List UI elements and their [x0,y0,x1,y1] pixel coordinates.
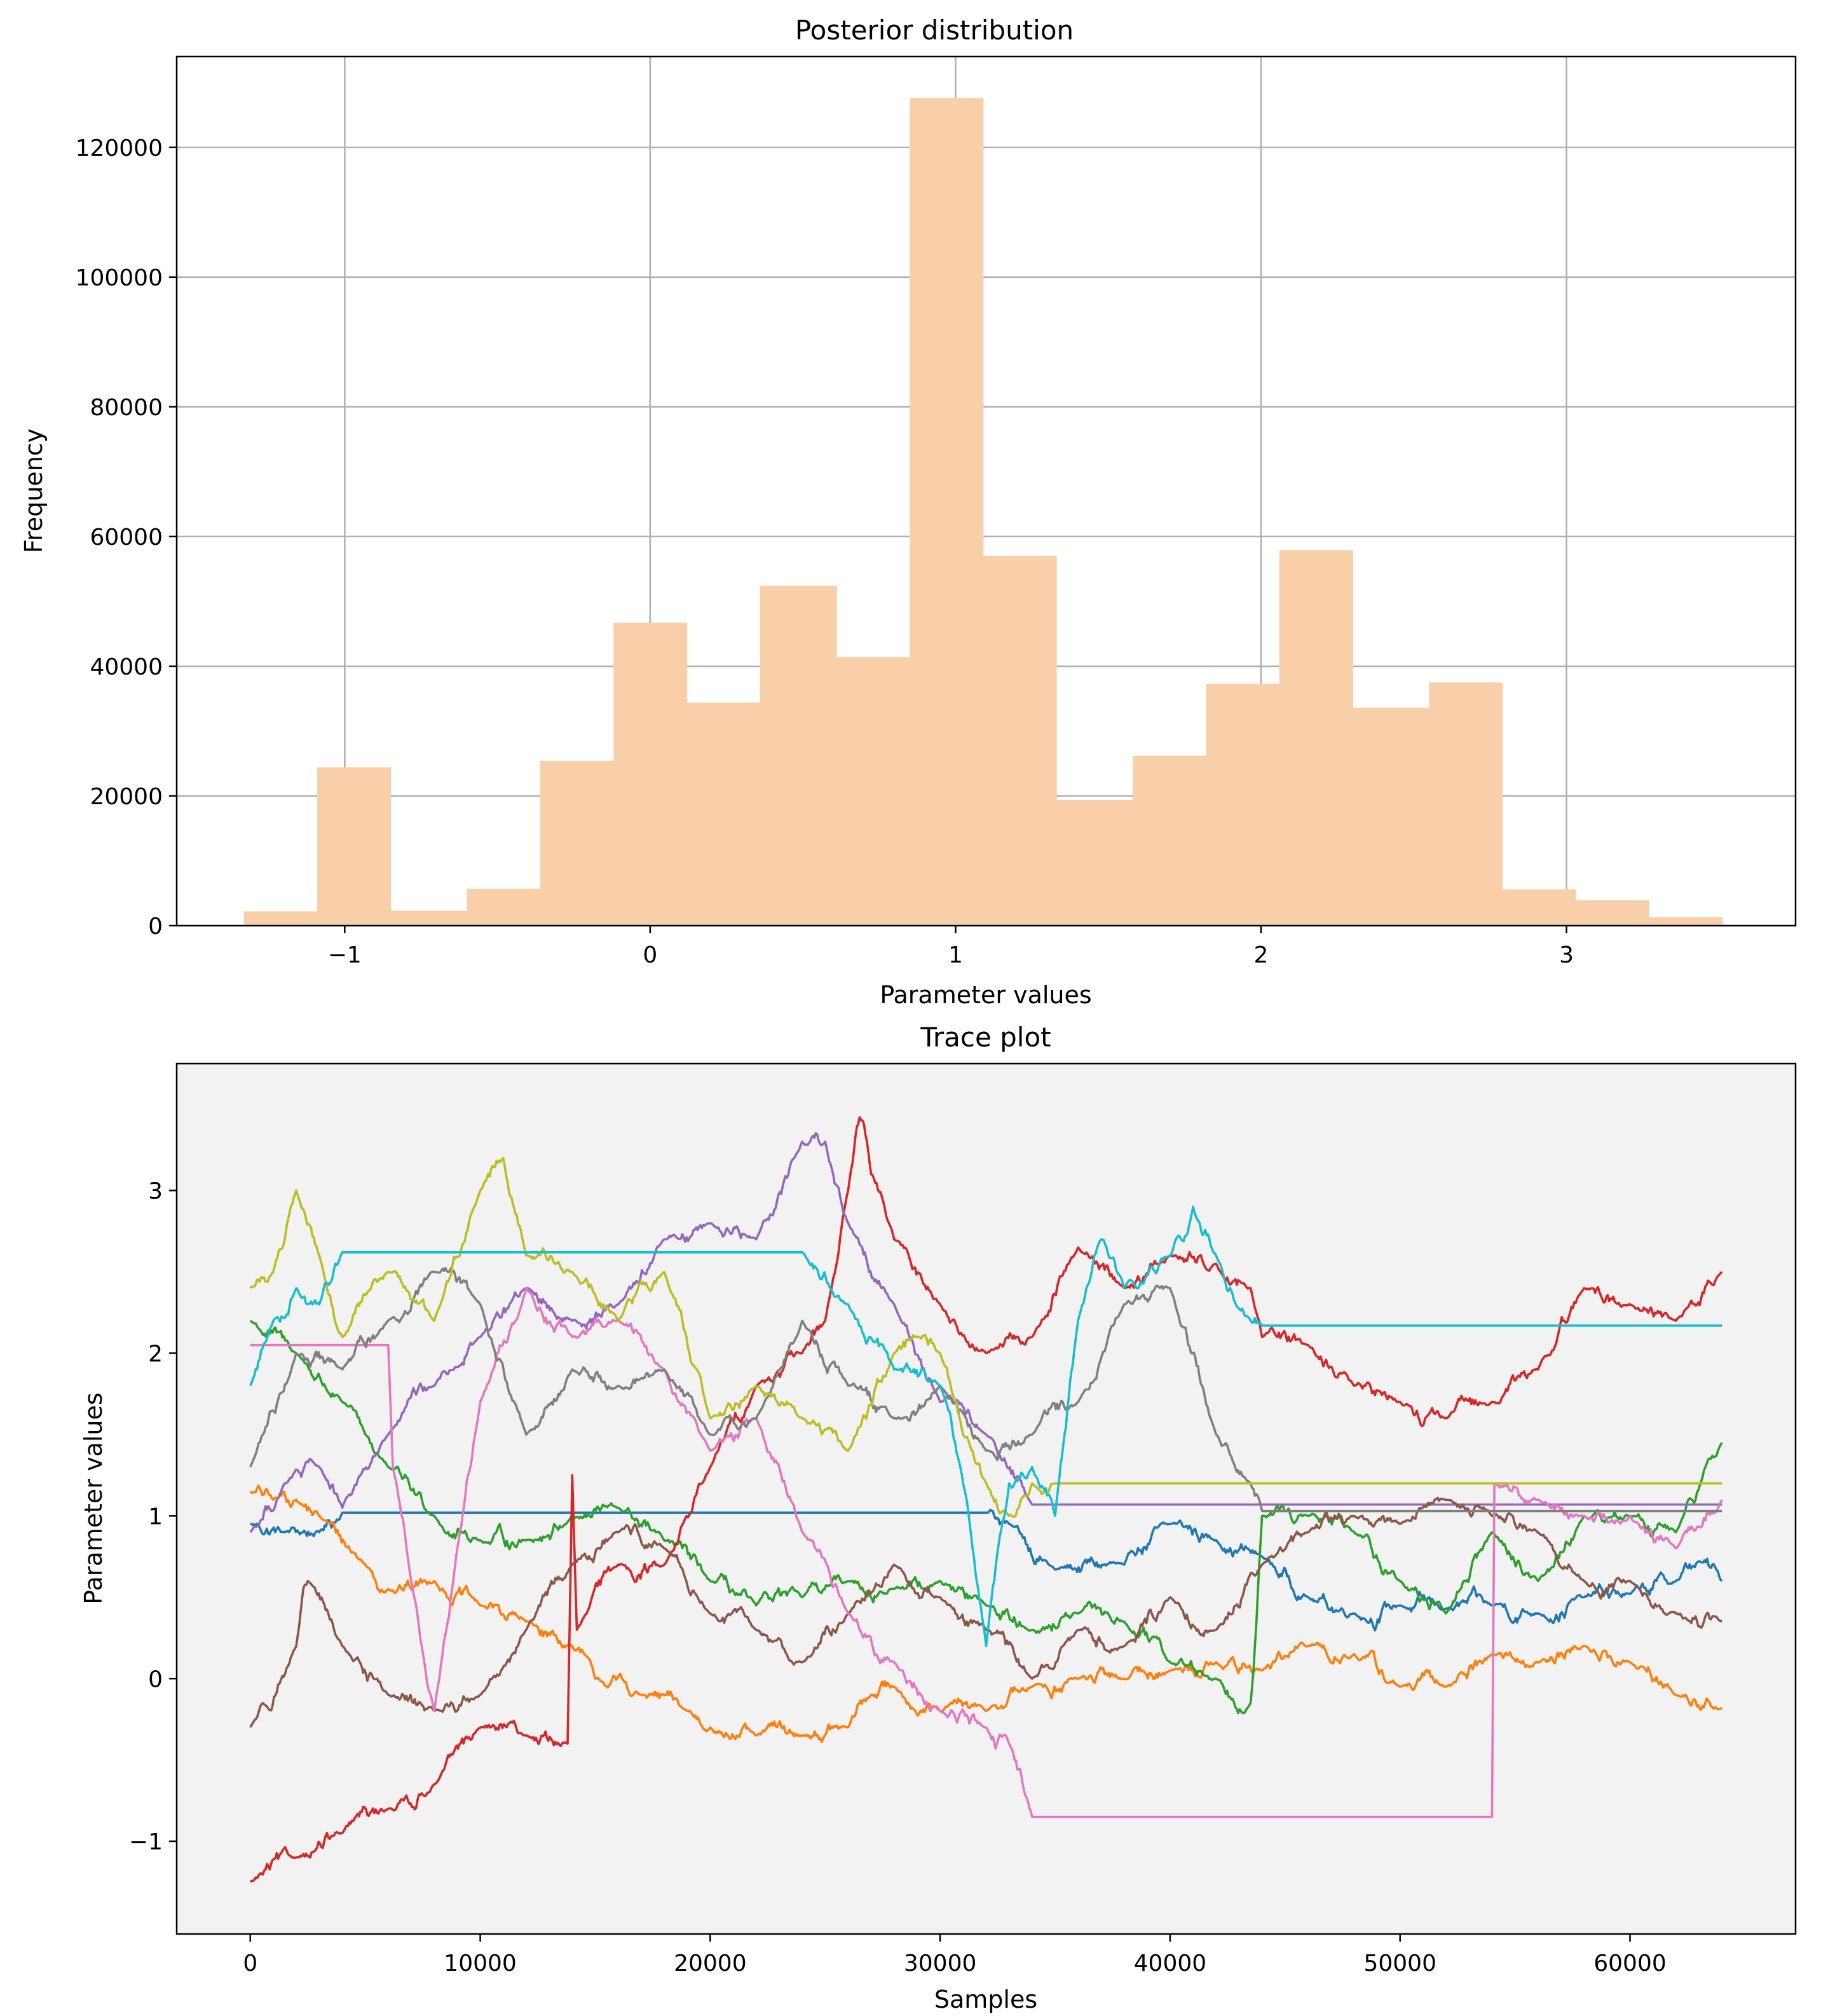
trace-series-line [250,1509,1723,1632]
histogram-bar [1056,800,1133,926]
trace-y-tick-label: 3 [148,1179,163,1205]
trace-series-line [249,1497,1723,1728]
trace-series-line [249,1205,1722,1647]
trace-series-line [249,1485,1723,1743]
histogram-bar [1575,900,1649,926]
trace-y-tick-label: 2 [148,1341,163,1367]
histogram-bar [317,767,391,926]
histogram-y-tick-label: 60000 [90,525,163,551]
trace-plot-background [177,1064,1796,1934]
histogram-panel: Posterior distribution −1 0 1 2 3 0 20000 4000… [20,15,1797,1009]
histogram-bars [243,98,1723,926]
trace-y-tick-label: 1 [148,1504,163,1530]
trace-x-ticks: 0 10000 20000 30000 40000 50000 60000 [243,1934,1667,1977]
histogram-bar [243,911,318,926]
histogram-y-tick-label: 80000 [90,395,163,421]
histogram-bar [540,760,614,926]
trace-series-line [249,1156,1722,1518]
trace-title: Trace plot [920,1022,1051,1053]
histogram-y-axis-label: Frequency [20,429,48,553]
trace-x-tick-label: 0 [243,1951,257,1977]
trace-y-ticks: −1 0 1 2 3 [129,1179,177,1855]
trace-y-tick-label: 0 [148,1666,163,1692]
histogram-x-tick-label: 0 [643,942,657,968]
trace-x-tick-label: 50000 [1363,1951,1436,1977]
trace-panel: Trace plot 0 10000 20000 30000 40000 50000 600… [79,1022,1797,2013]
histogram-bar [1206,683,1280,926]
trace-series-line [249,1132,1722,1533]
trace-lines [249,1116,1723,1883]
histogram-bar [686,703,761,926]
histogram-bar [1279,550,1353,926]
histogram-x-ticks: −1 0 1 2 3 [328,926,1574,968]
histogram-bar [613,622,688,926]
histogram-y-tick-label: 100000 [76,265,163,291]
histogram-bar [467,888,541,926]
histogram-y-tick-label: 0 [148,914,163,940]
trace-x-tick-label: 60000 [1593,1951,1667,1977]
histogram-bar [1502,889,1576,926]
histogram-x-tick-label: 3 [1559,942,1574,968]
trace-series-line [250,1287,1723,1818]
histogram-x-tick-label: 1 [948,942,963,968]
trace-frame [175,1062,1797,1935]
trace-x-tick-label: 30000 [904,1951,977,1977]
histogram-y-tick-label: 120000 [76,135,163,161]
trace-x-axis-label: Samples [934,1985,1037,2013]
histogram-bar [1429,682,1503,926]
histogram-bar [910,98,984,926]
trace-series-line [249,1116,1723,1883]
trace-x-tick-label: 40000 [1134,1951,1207,1977]
histogram-title: Posterior distribution [795,15,1074,46]
histogram-y-tick-label: 40000 [90,654,163,680]
trace-x-tick-label: 20000 [674,1951,747,1977]
histogram-y-ticks: 0 20000 40000 60000 80000 100000 120000 [76,135,177,940]
histogram-frame [175,55,1797,927]
histogram-bar [1353,708,1429,926]
trace-series-line [249,1266,1722,1512]
histogram-bar [760,586,837,926]
trace-x-tick-label: 10000 [444,1951,517,1977]
trace-y-tick-label: −1 [129,1829,163,1855]
histogram-x-axis-label: Parameter values [880,981,1091,1009]
histogram-bar [1133,755,1207,926]
histogram-bar [836,657,910,926]
trace-y-axis-label: Parameter values [79,1392,107,1604]
trace-series-line [249,1319,1723,1715]
histogram-y-tick-label: 20000 [90,784,163,810]
histogram-x-tick-label: 2 [1254,942,1269,968]
histogram-x-tick-label: −1 [328,942,362,968]
histogram-bar [983,556,1057,926]
histogram-bar [390,910,468,926]
histogram-bar [1649,917,1723,926]
